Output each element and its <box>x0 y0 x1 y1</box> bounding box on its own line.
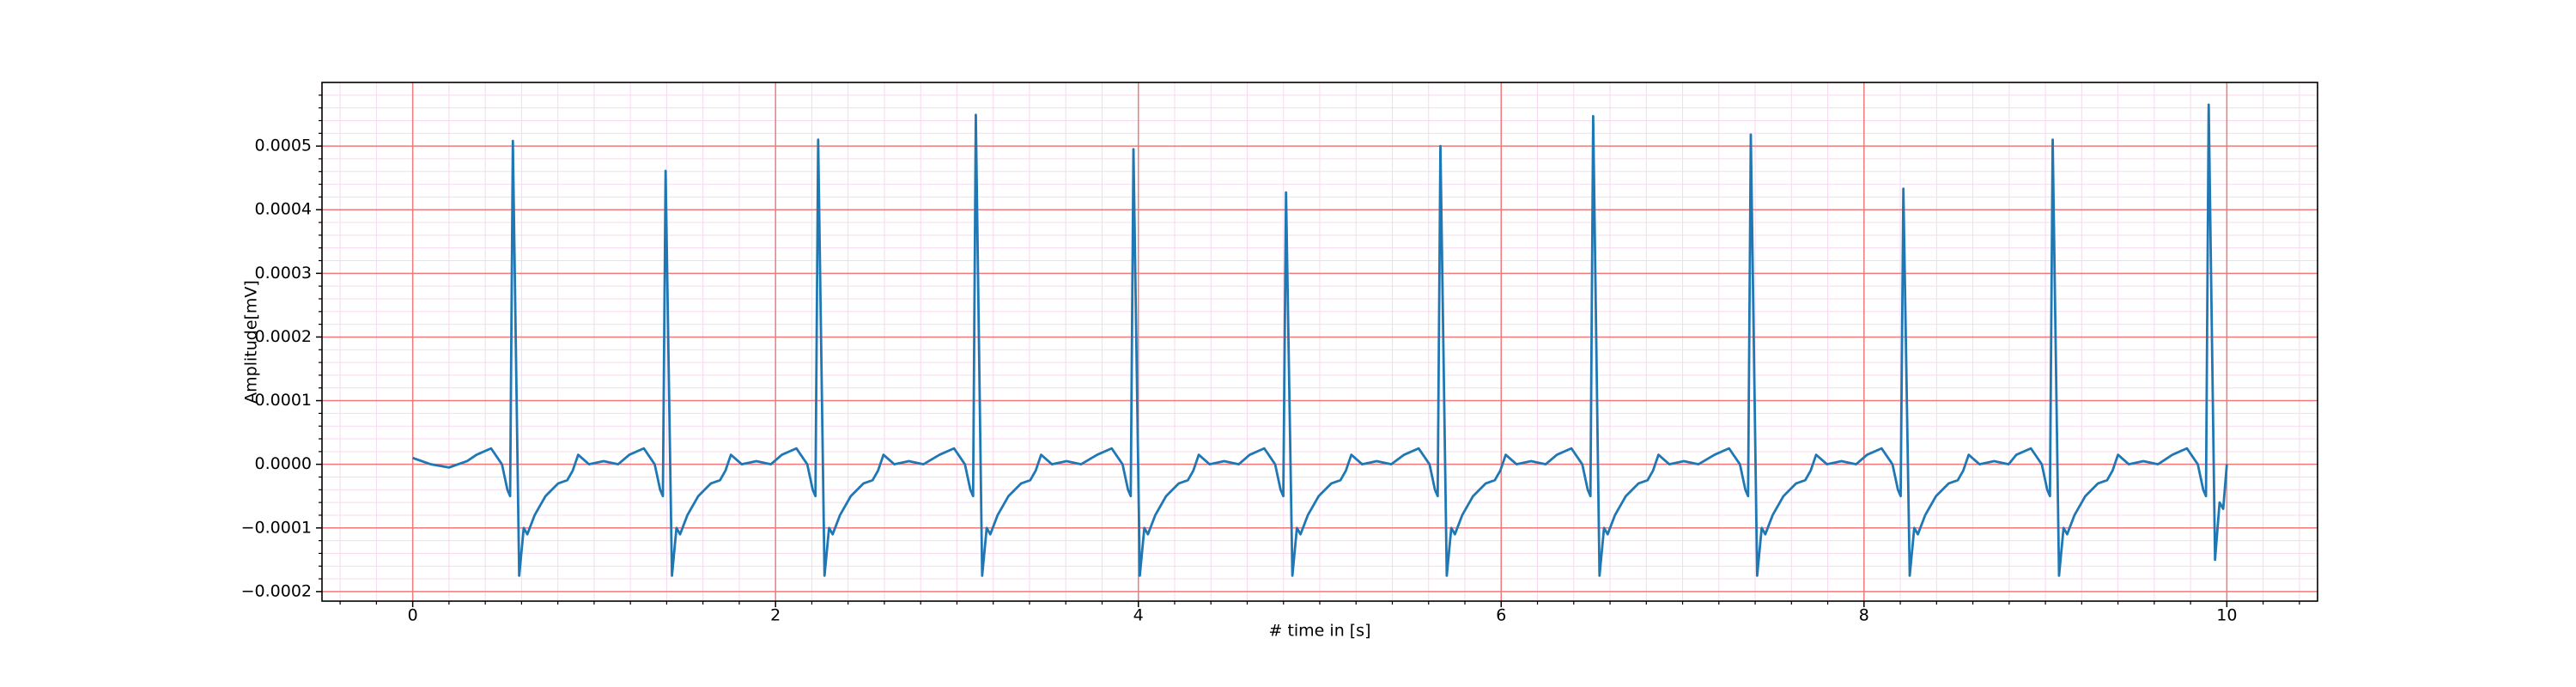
y-tick-label: 0.0004 <box>255 200 312 219</box>
y-tick-label: 0.0002 <box>255 327 312 346</box>
y-tick-label: 0.0003 <box>255 264 312 283</box>
x-tick-label: 6 <box>1496 606 1506 625</box>
x-tick-label: 0 <box>408 606 418 625</box>
y-tick-label: −0.0001 <box>241 518 312 537</box>
y-axis-label: Amplitude[mV] <box>242 280 261 404</box>
x-axis-label: # time in [s] <box>1268 622 1370 641</box>
grid <box>322 82 2318 601</box>
x-tick-label: 10 <box>2216 606 2237 625</box>
y-tick-label: 0.0001 <box>255 391 312 410</box>
y-tick-label: 0.0005 <box>255 137 312 155</box>
x-tick-label: 4 <box>1133 606 1144 625</box>
y-tick-label: 0.0000 <box>255 454 312 473</box>
x-tick-label: 2 <box>770 606 781 625</box>
x-tick-label: 8 <box>1859 606 1869 625</box>
ecg-line <box>412 103 2228 577</box>
y-tick-label: −0.0002 <box>241 581 312 600</box>
plot <box>412 103 2228 577</box>
